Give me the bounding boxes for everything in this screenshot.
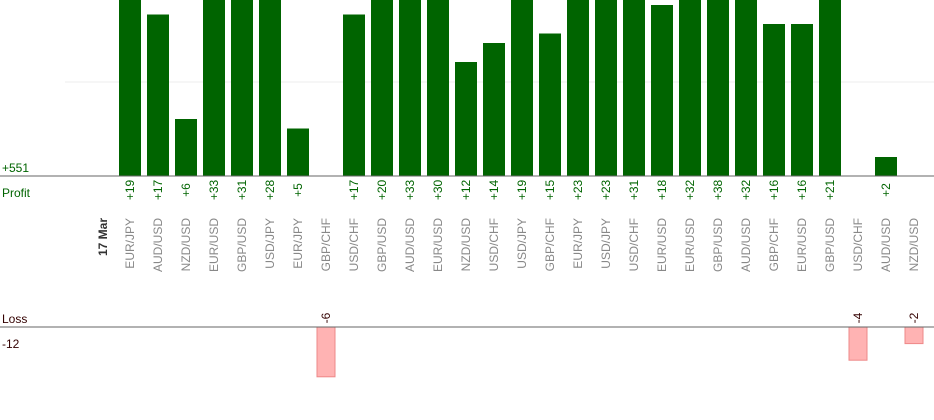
profit-bar <box>539 33 561 176</box>
category-label: USD/CHF <box>627 218 641 271</box>
category-label: USD/CHF <box>851 218 865 271</box>
category-label: NZD/USD <box>907 218 921 272</box>
category-label: USD/CHF <box>347 218 361 271</box>
profit-label: +17 <box>347 179 361 200</box>
category-label: USD/CHF <box>487 218 501 271</box>
category-label: AUD/USD <box>879 218 893 272</box>
profit-bar <box>483 43 505 176</box>
loss-bar <box>904 326 924 345</box>
profit-bar <box>343 14 365 176</box>
profit-bar <box>791 24 813 176</box>
category-label: EUR/JPY <box>123 218 137 269</box>
category-label: NZD/USD <box>459 218 473 272</box>
category-label: GBP/CHF <box>543 218 557 271</box>
profit-bar <box>735 0 757 176</box>
profit-bar <box>567 0 589 176</box>
category-label: EUR/JPY <box>291 218 305 269</box>
loss-title: Loss <box>2 312 27 326</box>
profit-bar <box>763 24 785 176</box>
profit-bar <box>203 0 225 176</box>
category-label: EUR/USD <box>431 218 445 272</box>
category-label: AUD/USD <box>739 218 753 272</box>
profit-bar <box>175 119 197 176</box>
profit-label: +18 <box>655 179 669 200</box>
profit-label: +33 <box>403 179 417 200</box>
profit-bar <box>455 62 477 176</box>
profit-label: +31 <box>627 179 641 200</box>
profit-label: +6 <box>179 183 193 197</box>
profit-label: +5 <box>291 183 305 197</box>
loss-total: -12 <box>2 337 20 351</box>
profit-label: +19 <box>515 179 529 200</box>
profit-bar <box>399 0 421 176</box>
loss-bar <box>848 326 868 361</box>
category-label: GBP/USD <box>823 218 837 272</box>
category-label: NZD/USD <box>179 218 193 272</box>
category-label: USD/JPY <box>599 218 613 269</box>
profit-label: +20 <box>375 179 389 200</box>
profit-bar <box>371 0 393 176</box>
profit-label: +23 <box>599 179 613 200</box>
profit-label: +33 <box>207 179 221 200</box>
profit-bar <box>875 157 897 176</box>
profit-bar <box>819 0 841 176</box>
profit-label: +21 <box>823 179 837 200</box>
profit-label: +32 <box>739 179 753 200</box>
category-label: USD/JPY <box>263 218 277 269</box>
loss-label: -4 <box>851 312 865 323</box>
profit-bar <box>147 14 169 176</box>
date-label: 17 Mar <box>96 218 110 256</box>
profit-label: +38 <box>711 179 725 200</box>
category-label: GBP/USD <box>711 218 725 272</box>
category-label: USD/JPY <box>515 218 529 269</box>
profit-bar <box>231 0 253 176</box>
profit-bar <box>119 0 141 176</box>
profit-label: +2 <box>879 183 893 197</box>
category-label: EUR/USD <box>795 218 809 272</box>
profit-label: +16 <box>795 179 809 200</box>
loss-label: -6 <box>319 312 333 323</box>
category-label: EUR/JPY <box>571 218 585 269</box>
profit-label: +31 <box>235 179 249 200</box>
category-label: EUR/USD <box>207 218 221 272</box>
category-label: GBP/CHF <box>767 218 781 271</box>
category-label: GBP/USD <box>235 218 249 272</box>
profit-label: +14 <box>487 179 501 200</box>
profit-title: Profit <box>2 186 31 200</box>
profit-label: +30 <box>431 179 445 200</box>
profit-label: +15 <box>543 179 557 200</box>
profit-total: +551 <box>2 161 29 175</box>
profit-label: +32 <box>683 179 697 200</box>
profit-bar <box>287 128 309 176</box>
profit-bar <box>707 0 729 176</box>
category-label: AUD/USD <box>403 218 417 272</box>
loss-bar <box>316 326 336 378</box>
profit-label: +19 <box>123 179 137 200</box>
profit-label: +28 <box>263 179 277 200</box>
profit-bar <box>623 0 645 176</box>
profit-label: +23 <box>571 179 585 200</box>
profit-label: +17 <box>151 179 165 200</box>
category-label: EUR/USD <box>683 218 697 272</box>
category-label: GBP/USD <box>375 218 389 272</box>
category-label: GBP/CHF <box>319 218 333 271</box>
profit-bar <box>511 0 533 176</box>
category-label: AUD/USD <box>151 218 165 272</box>
profit-label: +16 <box>767 179 781 200</box>
profit-bar <box>679 0 701 176</box>
category-label: EUR/USD <box>655 218 669 272</box>
profit-label: +12 <box>459 179 473 200</box>
profit-bar <box>427 0 449 176</box>
loss-label: -2 <box>907 312 921 323</box>
profit-bar <box>259 0 281 176</box>
profit-bar <box>595 0 617 176</box>
profit-bar <box>651 5 673 176</box>
